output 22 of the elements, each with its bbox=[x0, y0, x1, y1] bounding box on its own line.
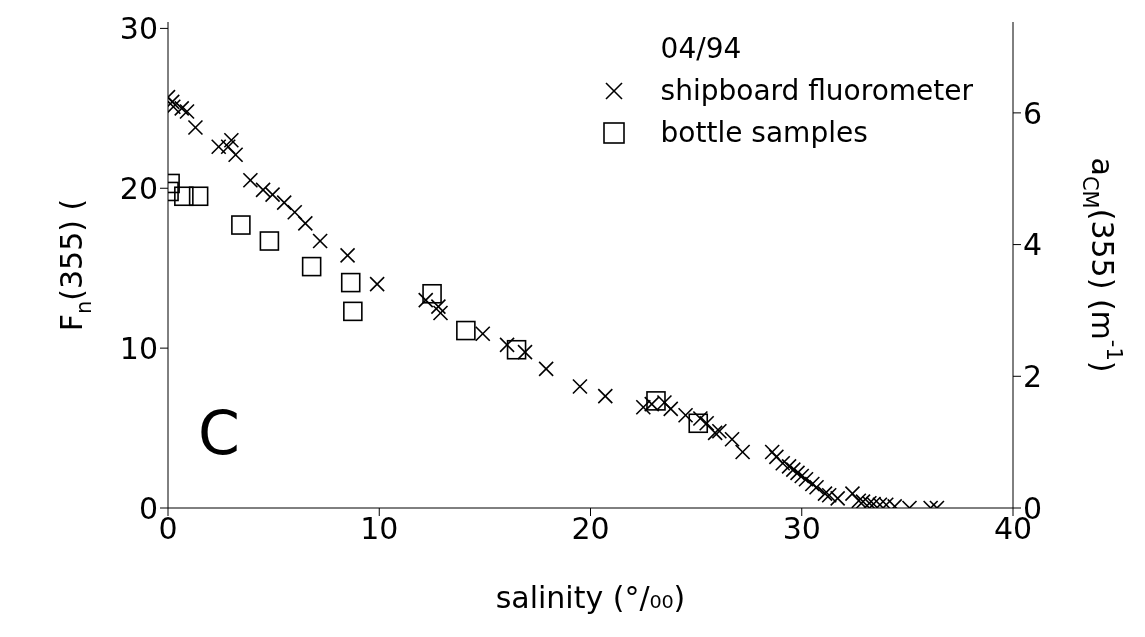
annotation: C bbox=[198, 398, 240, 468]
x-axis-title: salinity (°/₀₀) bbox=[495, 580, 686, 615]
point bbox=[301, 256, 322, 277]
point bbox=[259, 231, 280, 251]
y-tick-label: 20 bbox=[119, 170, 158, 206]
y-tick-label: 10 bbox=[119, 330, 158, 366]
x-tick-label: 10 bbox=[360, 511, 399, 547]
legend-label: shipboard fluorometer bbox=[660, 73, 973, 109]
x-tick-label: 20 bbox=[571, 511, 610, 547]
point bbox=[174, 186, 194, 207]
point bbox=[340, 272, 361, 293]
y2-tick-label: 4 bbox=[1023, 227, 1043, 263]
legend-title: 04/94 bbox=[659, 31, 743, 67]
y2-tick-label: 6 bbox=[1023, 95, 1043, 131]
y2-tick-label: 2 bbox=[1023, 358, 1043, 394]
legend-label: bottle samples bbox=[660, 115, 868, 151]
point bbox=[343, 301, 363, 322]
y-tick-label: 30 bbox=[119, 11, 158, 47]
x-tick-label: 30 bbox=[782, 511, 821, 547]
point bbox=[456, 320, 476, 341]
point bbox=[188, 186, 209, 207]
point bbox=[231, 215, 251, 235]
